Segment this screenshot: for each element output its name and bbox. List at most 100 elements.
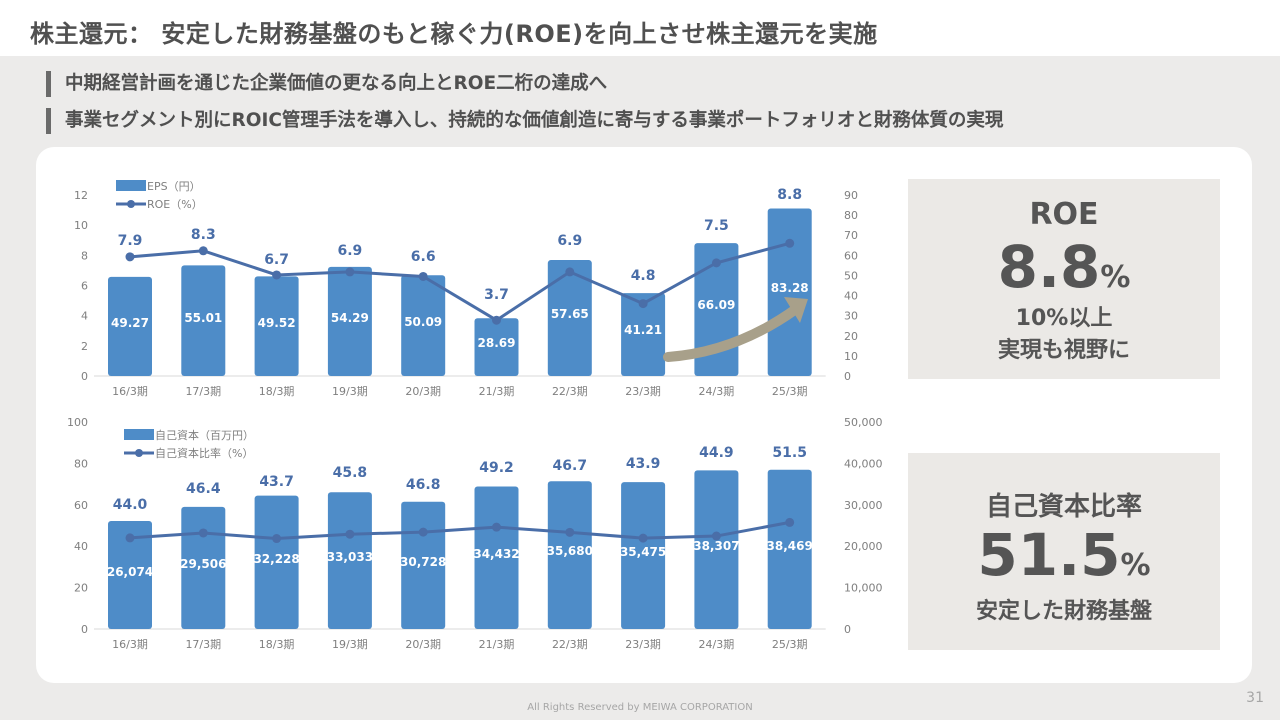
chart1-bar-label: 41.21 — [624, 323, 662, 337]
growth-arrow-shaft — [663, 304, 801, 362]
chart2-bar-label: 35,680 — [547, 544, 593, 558]
chart2-left-tick: 20 — [74, 582, 88, 595]
chart1-bar — [767, 208, 812, 376]
chart2-bar — [547, 481, 592, 629]
chart2-line-label: 44.9 — [699, 445, 734, 461]
chart2-line-label: 51.5 — [772, 445, 807, 461]
chart1-right-tick: 90 — [844, 189, 858, 202]
chart1-right-tick: 20 — [844, 330, 858, 343]
chart1-line-label: 4.8 — [631, 268, 656, 284]
chart1-category-label: 16/3期 — [112, 385, 148, 398]
chart1-category-label: 21/3期 — [479, 385, 515, 398]
chart1-line-point — [418, 271, 428, 281]
chart2-category-label: 21/3期 — [479, 638, 515, 651]
chart1-right-tick: 40 — [844, 290, 858, 303]
chart1-line-point — [638, 299, 648, 309]
chart2-right-tick: 50,000 — [844, 416, 883, 429]
chart2-bar — [327, 492, 372, 629]
kpi-equity-number: 51.5 — [977, 521, 1121, 589]
chart1-left-tick: 6 — [81, 280, 88, 293]
kpi-equity-unit: % — [1120, 548, 1151, 583]
chart1-right-tick: 70 — [844, 229, 858, 242]
chart2-bar — [621, 482, 666, 629]
chart1-bar-label: 49.52 — [258, 316, 296, 330]
growth-arrow-head — [784, 297, 808, 323]
title-band — [0, 0, 1280, 56]
kpi-equity-title: 自己資本比率 — [985, 492, 1142, 522]
chart1-left-tick: 0 — [81, 370, 88, 383]
chart1-line-point — [272, 270, 282, 280]
chart2-line-point — [125, 533, 135, 543]
chart1-category-label: 25/3期 — [772, 385, 808, 398]
kpi-roe-sub1: 10%以上 — [1015, 306, 1113, 331]
kpi-equity-value: 51.5% — [908, 521, 1220, 589]
chart1-right-tick: 30 — [844, 310, 858, 323]
chart1-category-label: 20/3期 — [405, 385, 441, 398]
chart1-line-label: 7.5 — [704, 218, 729, 234]
chart2-bar-label: 33,033 — [327, 550, 373, 564]
chart2-bar — [767, 469, 812, 629]
chart2-category-label: 22/3期 — [552, 638, 588, 651]
chart1-line-point — [125, 252, 135, 262]
chart2-line-point — [565, 527, 575, 537]
chart1-right-tick: 60 — [844, 249, 858, 262]
kpi-roe-number: 8.8 — [997, 233, 1101, 301]
chart2-right-tick: 0 — [844, 623, 851, 636]
chart2-left-tick: 100 — [67, 416, 88, 429]
chart2-category-label: 19/3期 — [332, 638, 368, 651]
chart2-line-point — [272, 534, 282, 544]
chart2-bar-label: 29,506 — [180, 557, 226, 571]
kpi-roe-value: 8.8% — [908, 233, 1220, 301]
chart1-legend-bar-label: EPS（円） — [147, 180, 201, 193]
chart2-line-label: 46.7 — [553, 458, 588, 474]
kpi-equity-box: 自己資本比率 51.5% 安定した財務基盤 — [908, 453, 1220, 650]
kpi-roe-box: ROE 8.8% 10%以上 実現も視野に — [908, 179, 1220, 379]
chart2-line-label: 44.0 — [113, 497, 148, 513]
chart2-bar-label: 38,307 — [693, 539, 739, 553]
kpi-roe-title: ROE — [1029, 197, 1099, 232]
chart2-line-label: 45.8 — [333, 465, 368, 481]
chart2-right-tick: 30,000 — [844, 499, 883, 512]
chart1-right-tick: 80 — [844, 209, 858, 222]
chart2-bar — [694, 470, 739, 629]
chart1-line-point — [711, 258, 721, 268]
chart2-line-point — [711, 531, 721, 541]
chart2-bar-label: 34,432 — [473, 547, 519, 561]
chart2-left-tick: 80 — [74, 457, 88, 470]
chart2-line — [129, 520, 790, 541]
chart2-legend-bar-swatch — [124, 429, 154, 440]
chart1-bar-label: 28.69 — [478, 336, 516, 350]
page-title: 株主還元： 安定した財務基盤のもと稼ぐ力(ROE)を向上させ株主還元を実施 — [30, 20, 878, 48]
chart1-legend-line-label: ROE（%） — [147, 198, 203, 211]
chart1-bar-label: 55.01 — [184, 311, 222, 325]
kpi-equity-sub1: 安定した財務基盤 — [975, 599, 1152, 624]
chart2-bar-label: 35,475 — [620, 545, 666, 559]
chart2-line-label: 49.2 — [479, 460, 514, 476]
chart2-line-label: 46.8 — [406, 477, 441, 493]
chart2-legend-line-marker — [135, 449, 143, 457]
chart1-bar-label: 54.29 — [331, 311, 369, 325]
chart2-bar-label: 32,228 — [253, 552, 299, 566]
chart1-bar — [254, 276, 299, 376]
chart1-line-point — [345, 267, 355, 277]
chart1-left-tick: 8 — [81, 249, 88, 262]
chart1-line-point — [198, 246, 208, 256]
chart2-left-tick: 40 — [74, 540, 88, 553]
chart1-bar — [327, 266, 372, 376]
chart1-bar — [547, 260, 592, 376]
chart1-left-tick: 2 — [81, 340, 88, 353]
chart2-line-label: 43.9 — [626, 456, 661, 472]
chart1-right-tick: 10 — [844, 350, 858, 363]
chart1-category-label: 22/3期 — [552, 385, 588, 398]
chart1-legend-bar-swatch — [116, 180, 146, 191]
chart2-line-point — [785, 517, 795, 527]
chart2-category-label: 18/3期 — [259, 638, 295, 651]
chart1-bar — [474, 318, 519, 376]
chart1-line-label: 6.9 — [337, 243, 362, 259]
chart2-legend-bar-label: 自己資本（百万円） — [155, 428, 254, 442]
chart1-line-point — [565, 267, 575, 277]
kpi-roe-unit: % — [1100, 260, 1131, 295]
chart1-category-label: 17/3期 — [185, 385, 221, 398]
chart2-bar — [181, 506, 226, 629]
chart2-bar-label: 30,728 — [400, 555, 446, 569]
